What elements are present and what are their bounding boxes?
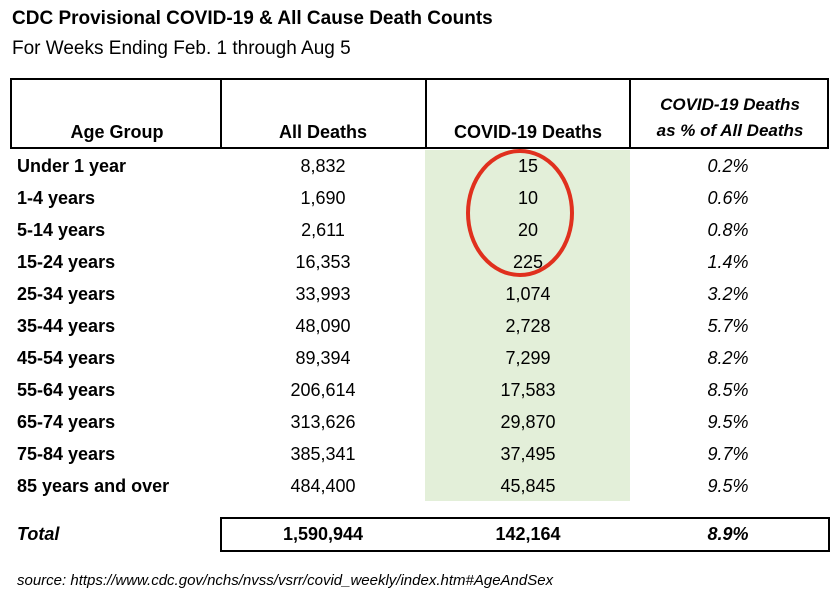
covid-pct-cell: 9.5% [707,476,749,496]
covid-deaths-cell: 37,495 [500,444,556,464]
table-row: 25-34 years 33,993 1,074 3.2% [0,278,838,310]
age-cell: 25-34 years [17,284,116,304]
covid-deaths-cell: 10 [517,188,539,208]
covid-deaths-cell: 45,845 [500,476,556,496]
table-row: Under 1 year 8,832 15 0.2% [0,150,838,182]
total-row-box [220,517,830,552]
age-cell: 15-24 years [17,252,116,272]
age-cell: 1-4 years [17,188,96,208]
age-cell: 75-84 years [17,444,116,464]
header-covid-pct: COVID-19 Deaths as % of All Deaths [631,92,829,144]
all-deaths-cell: 206,614 [290,380,356,400]
covid-pct-cell: 0.2% [707,156,749,176]
age-cell: 55-64 years [17,380,116,400]
covid-pct-cell: 8.5% [707,380,749,400]
all-deaths-cell: 8,832 [300,156,346,176]
covid-pct-cell: 0.6% [707,188,749,208]
total-all-deaths: 1,590,944 [282,524,364,544]
all-deaths-cell: 1,690 [300,188,346,208]
header-divider [425,78,427,149]
page-title: CDC Provisional COVID-19 & All Cause Dea… [12,8,493,29]
table-header [10,78,829,149]
all-deaths-cell: 2,611 [301,220,345,240]
covid-pct-cell: 3.2% [707,284,749,304]
table-row: 65-74 years 313,626 29,870 9.5% [0,406,838,438]
table-row: 5-14 years 2,611 20 0.8% [0,214,838,246]
header-age-group: Age Group [70,122,164,142]
header-covid-deaths: COVID-19 Deaths [453,122,603,142]
all-deaths-cell: 484,400 [290,476,356,496]
all-deaths-cell: 89,394 [295,348,351,368]
all-deaths-cell: 48,090 [295,316,351,336]
source-note: source: https://www.cdc.gov/nchs/nvss/vs… [17,572,554,589]
table-row: 45-54 years 89,394 7,299 8.2% [0,342,838,374]
covid-deaths-cell: 225 [512,252,544,272]
covid-deaths-cell: 2,728 [505,316,551,336]
age-cell: 35-44 years [17,316,116,336]
table-row: 85 years and over 484,400 45,845 9.5% [0,470,838,502]
covid-pct-cell: 9.7% [707,444,749,464]
age-cell: 65-74 years [17,412,116,432]
total-covid-pct: 8.9% [707,524,749,544]
table-row: 35-44 years 48,090 2,728 5.7% [0,310,838,342]
covid-pct-cell: 1.4% [707,252,749,272]
all-deaths-cell: 33,993 [295,284,351,304]
total-label: Total [17,524,60,544]
age-cell: 85 years and over [17,476,170,496]
covid-pct-cell: 9.5% [707,412,749,432]
age-cell: 5-14 years [17,220,106,240]
total-row: Total 1,590,944 142,164 8.9% [0,518,838,550]
age-cell: 45-54 years [17,348,116,368]
table-row: 1-4 years 1,690 10 0.6% [0,182,838,214]
covid-deaths-cell: 17,583 [500,380,556,400]
table-row: 15-24 years 16,353 225 1.4% [0,246,838,278]
age-cell: Under 1 year [17,156,127,176]
covid-deaths-cell: 20 [517,220,539,240]
table-row: 55-64 years 206,614 17,583 8.5% [0,374,838,406]
covid-deaths-cell: 15 [517,156,539,176]
all-deaths-cell: 16,353 [295,252,351,272]
covid-pct-cell: 8.2% [707,348,749,368]
covid-deaths-cell: 29,870 [500,412,556,432]
covid-deaths-cell: 1,074 [505,284,551,304]
total-covid-deaths: 142,164 [495,524,561,544]
all-deaths-cell: 313,626 [290,412,356,432]
header-divider [220,78,222,149]
header-covid-pct-line1: COVID-19 Deaths [660,95,800,114]
covid-pct-cell: 0.8% [707,220,749,240]
table-row: 75-84 years 385,341 37,495 9.7% [0,438,838,470]
covid-pct-cell: 5.7% [707,316,749,336]
covid-deaths-cell: 7,299 [505,348,551,368]
header-covid-pct-line2: as % of All Deaths [656,121,804,140]
header-divider [629,78,631,149]
page-subtitle: For Weeks Ending Feb. 1 through Aug 5 [12,38,351,59]
all-deaths-cell: 385,341 [290,444,356,464]
header-all-deaths: All Deaths [278,122,368,142]
